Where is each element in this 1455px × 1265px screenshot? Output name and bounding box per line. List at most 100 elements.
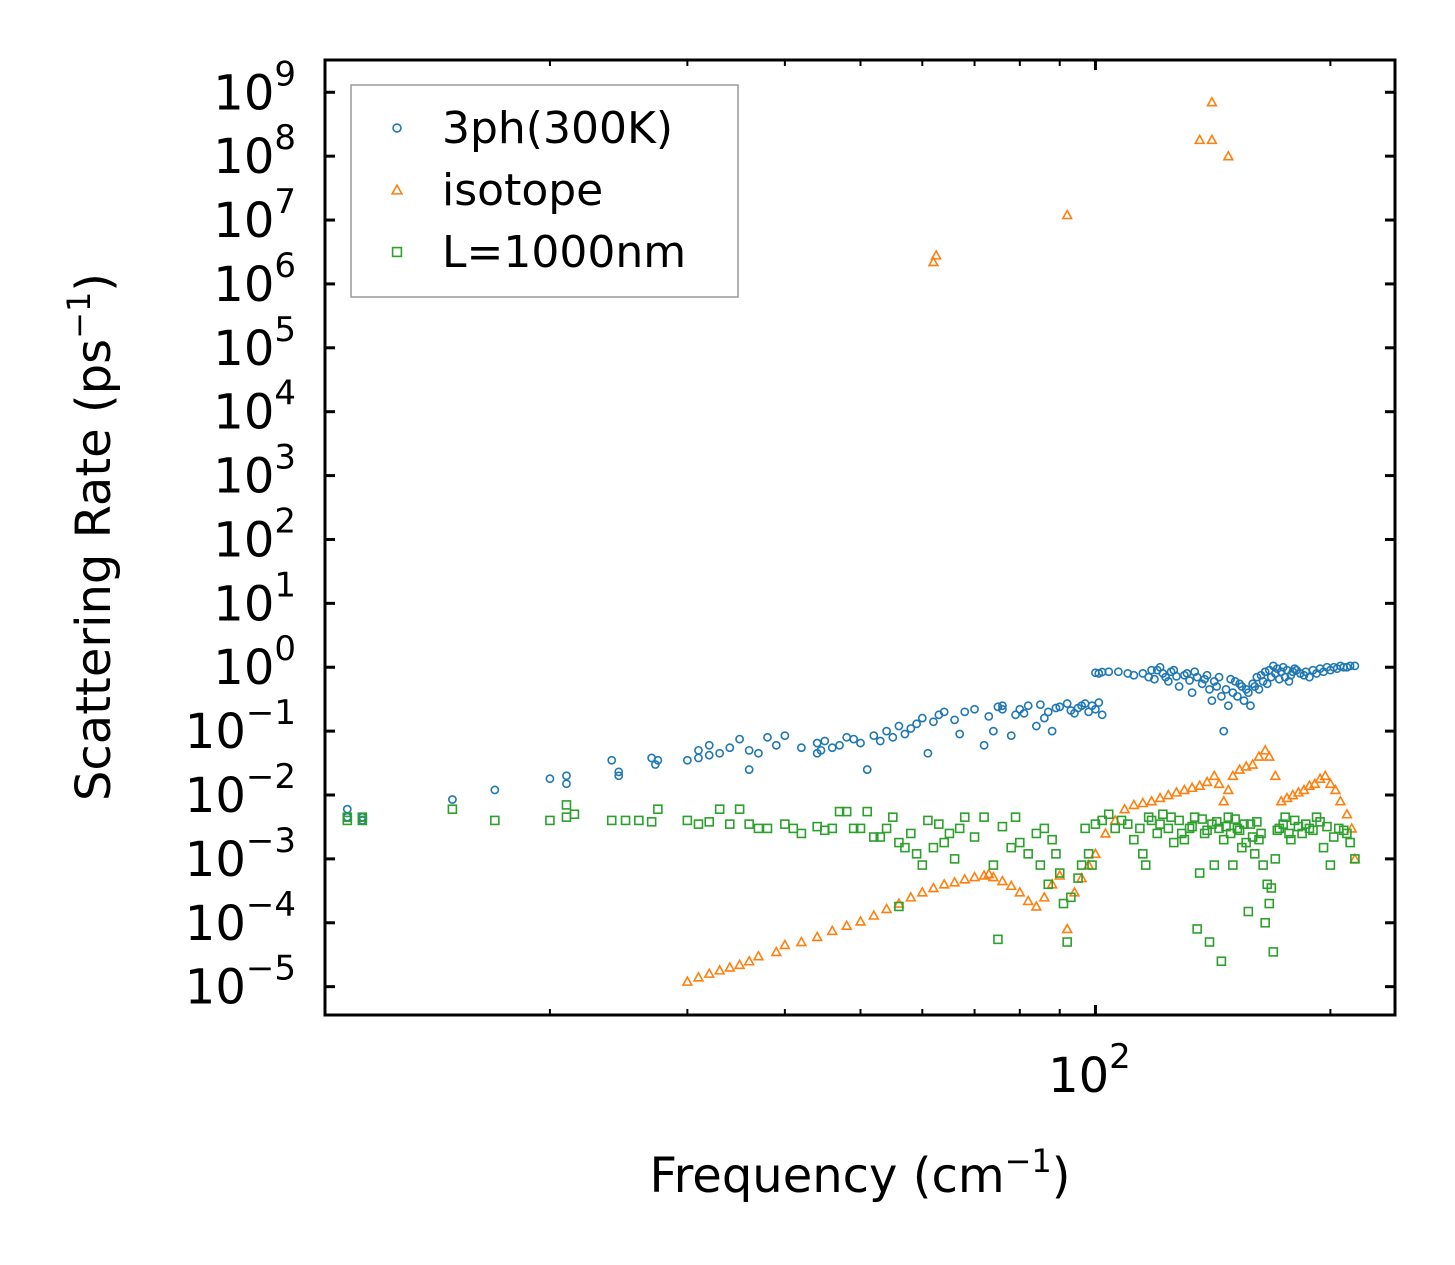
point-circle-0-27 <box>771 740 781 750</box>
point-square-2-83 <box>1129 834 1139 845</box>
point-circle-0-113 <box>1216 691 1226 701</box>
point-circle-0-23 <box>744 765 754 774</box>
point-square-2-17 <box>704 817 715 827</box>
point-square-2-104 <box>1218 834 1229 845</box>
point-circle-0-15 <box>682 755 692 765</box>
point-square-2-21 <box>744 819 754 829</box>
point-triangle-1-86 <box>1206 96 1218 107</box>
point-triangle-1-64 <box>1263 750 1276 761</box>
legend: 3ph(300K) isotope L=1000nm <box>350 84 739 298</box>
point-triangle-1-47 <box>1154 791 1166 803</box>
y-tick-label-2: 10−3 <box>185 821 296 888</box>
point-triangle-1-43 <box>1118 803 1131 814</box>
point-triangle-1-15 <box>868 909 880 920</box>
point-square-2-86 <box>1140 860 1151 870</box>
y-tick-label-12: 107 <box>213 182 296 249</box>
point-circle-0-29 <box>797 743 806 753</box>
point-square-2-5 <box>490 815 500 826</box>
point-square-2-139 <box>1197 814 1207 824</box>
point-circle-0-173 <box>1345 661 1355 671</box>
point-circle-0-28 <box>780 731 790 741</box>
point-triangle-1-75 <box>1324 777 1337 789</box>
point-circle-0-55 <box>960 707 970 717</box>
point-triangle-1-28 <box>996 874 1009 886</box>
point-square-2-19 <box>724 819 735 829</box>
point-square-2-93 <box>1179 834 1190 845</box>
point-circle-0-37 <box>849 734 859 744</box>
point-triangle-1-4 <box>724 961 736 972</box>
point-square-2-67 <box>1054 868 1065 878</box>
point-triangle-1-10 <box>795 935 808 947</box>
point-square-2-147 <box>1247 832 1258 842</box>
point-circle-0-144 <box>1158 669 1168 678</box>
point-triangle-1-62 <box>1253 750 1265 761</box>
point-square-2-25 <box>788 823 799 834</box>
y-tick-label-10: 105 <box>213 310 296 377</box>
point-circle-0-110 <box>1207 696 1217 706</box>
point-circle-0-18 <box>704 740 714 750</box>
point-square-2-91 <box>1168 837 1179 848</box>
point-triangle-1-51 <box>1186 781 1198 793</box>
point-circle-0-10 <box>614 771 624 781</box>
point-square-2-150 <box>1278 819 1288 829</box>
point-circle-0-35 <box>835 740 844 750</box>
point-circle-0-76 <box>1091 704 1100 714</box>
point-square-2-105 <box>1223 812 1234 822</box>
point-square-2-37 <box>881 823 892 834</box>
point-triangle-1-84 <box>1193 133 1206 145</box>
point-square-2-23 <box>762 823 773 834</box>
point-square-2-73 <box>1076 860 1087 870</box>
y-tick-label-4: 10−1 <box>185 693 296 760</box>
point-circle-0-146 <box>1182 669 1192 678</box>
point-triangle-1-52 <box>1193 779 1206 790</box>
legend-marker-triangle <box>390 183 404 195</box>
point-circle-0-38 <box>856 738 865 748</box>
point-circle-0-82 <box>1039 713 1049 723</box>
point-square-2-94 <box>1184 823 1195 834</box>
point-triangle-1-32 <box>1030 900 1043 911</box>
point-triangle-1-13 <box>840 919 853 931</box>
point-circle-0-102 <box>1174 682 1184 691</box>
point-circle-0-44 <box>894 721 904 731</box>
point-square-2-22 <box>753 823 764 834</box>
legend-label-1: isotope <box>442 165 603 216</box>
point-triangle-1-81 <box>927 256 940 267</box>
point-triangle-1-57 <box>1222 783 1235 795</box>
point-circle-0-53 <box>950 715 960 725</box>
point-triangle-1-74 <box>1319 769 1332 781</box>
point-square-2-141 <box>1211 817 1222 827</box>
point-square-2-15 <box>682 815 693 826</box>
point-circle-0-154 <box>1248 679 1258 689</box>
point-triangle-1-41 <box>1099 827 1112 838</box>
point-square-2-146 <box>1239 819 1249 829</box>
series-3ph(300K) <box>342 661 1360 825</box>
point-square-2-157 <box>1328 832 1339 842</box>
point-square-2-13 <box>646 817 657 827</box>
point-square-2-57 <box>1006 842 1017 853</box>
point-circle-0-79 <box>998 704 1007 714</box>
point-square-2-156 <box>1322 821 1332 832</box>
legend-label-0: 3ph(300K) <box>442 103 673 154</box>
point-circle-0-47 <box>912 719 922 729</box>
point-square-2-42 <box>911 849 922 859</box>
point-square-2-124 <box>1286 834 1296 845</box>
point-square-2-101 <box>1209 860 1220 870</box>
point-square-2-56 <box>997 821 1008 832</box>
point-triangle-1-16 <box>880 902 893 914</box>
point-circle-0-42 <box>882 726 891 736</box>
point-square-2-120 <box>1268 947 1279 957</box>
point-square-2-151 <box>1284 828 1294 839</box>
point-circle-0-151 <box>1230 677 1240 686</box>
point-triangle-1-50 <box>1178 783 1191 795</box>
point-square-2-70 <box>1066 892 1076 903</box>
point-circle-0-84 <box>1066 706 1076 715</box>
point-circle-0-104 <box>1185 676 1194 685</box>
point-square-2-51 <box>959 812 970 822</box>
point-circle-0-30 <box>812 738 822 748</box>
point-square-2-113 <box>1254 834 1264 845</box>
point-triangle-1-20 <box>927 881 940 893</box>
series-L=1000nm <box>342 800 1360 967</box>
point-triangle-1-56 <box>1217 795 1230 806</box>
point-circle-0-68 <box>1047 726 1057 736</box>
